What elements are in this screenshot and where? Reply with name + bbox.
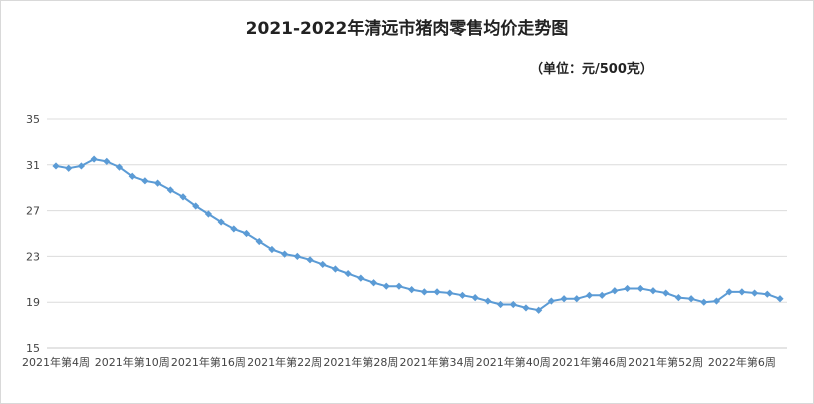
data-point: [319, 260, 327, 269]
data-point: [344, 269, 352, 278]
y-tick-label: 15: [26, 342, 40, 355]
x-axis: 2021年第4周 2021年第10周 2021年第16周 2021年第22周 2021年…: [22, 355, 776, 369]
y-axis: 15 19 23 27 31 35: [26, 113, 40, 355]
x-tick-label: 2021年第40周: [476, 355, 551, 369]
data-point: [446, 289, 454, 297]
data-point: [687, 295, 695, 303]
data-point: [484, 297, 492, 305]
data-point: [611, 287, 619, 295]
data-point: [369, 279, 378, 287]
data-point: [496, 300, 505, 309]
data-point: [166, 186, 174, 194]
data-point: [331, 265, 340, 273]
data-point: [522, 304, 530, 312]
data-point: [598, 291, 606, 299]
y-tick-label: 19: [26, 296, 40, 309]
data-point: [662, 289, 670, 297]
y-tick-label: 35: [26, 113, 40, 126]
x-tick-label: 2021年第52周: [628, 355, 703, 369]
data-point: [141, 177, 149, 185]
data-point: [357, 274, 365, 282]
data-point: [115, 163, 124, 171]
data-point: [738, 288, 746, 296]
x-tick-label: 2021年第16周: [171, 355, 246, 369]
x-tick-label: 2021年第34周: [400, 355, 475, 369]
chart-unit-label: （单位：元/500克）: [530, 62, 653, 77]
data-point: [242, 229, 251, 238]
data-point: [65, 164, 73, 172]
data-point: [77, 162, 86, 170]
x-tick-label: 2021年第46周: [552, 355, 627, 369]
x-tick-label: 2021年第28周: [323, 355, 398, 369]
data-point: [382, 282, 390, 290]
data-point: [395, 282, 403, 290]
data-point: [204, 210, 213, 218]
data-point: [623, 284, 632, 293]
x-tick-label: 2021年第4周: [22, 355, 90, 369]
data-point: [52, 162, 60, 170]
data-point: [408, 286, 416, 294]
data-point: [560, 295, 568, 303]
data-point: [712, 297, 721, 305]
data-point: [509, 300, 517, 309]
data-point: [230, 225, 238, 233]
data-point: [217, 218, 225, 226]
y-tick-label: 31: [26, 159, 40, 172]
chart-title: 2021-2022年清远市猪肉零售均价走势图: [245, 19, 569, 39]
series-line: [55, 158, 781, 312]
data-point: [103, 157, 111, 165]
data-point: [306, 256, 314, 264]
gridlines: [47, 118, 787, 349]
data-point: [725, 288, 733, 296]
series-price: [52, 155, 784, 314]
data-point: [281, 250, 289, 258]
data-point: [293, 252, 301, 260]
y-tick-label: 27: [26, 205, 40, 218]
data-point: [750, 289, 759, 297]
data-point: [776, 295, 784, 303]
data-point: [420, 288, 428, 296]
x-tick-label: 2021年第22周: [247, 355, 322, 369]
data-point: [649, 287, 657, 295]
data-point: [433, 288, 441, 296]
data-point: [90, 155, 98, 163]
data-point: [573, 295, 581, 303]
data-point: [585, 291, 594, 299]
x-tick-label: 2022年第6周: [708, 355, 776, 369]
data-point: [763, 290, 771, 298]
data-point: [268, 245, 276, 254]
data-point: [535, 306, 543, 314]
data-point: [471, 294, 479, 302]
data-point: [547, 297, 555, 305]
data-point: [154, 179, 162, 187]
data-point: [700, 298, 708, 306]
data-point: [255, 237, 263, 246]
x-tick-label: 2021年第10周: [95, 355, 170, 369]
data-point: [674, 294, 682, 302]
data-point: [179, 193, 187, 201]
y-tick-label: 23: [26, 250, 40, 263]
data-point: [636, 284, 644, 293]
data-point: [192, 202, 200, 210]
data-point: [128, 172, 136, 180]
data-point: [458, 291, 467, 299]
